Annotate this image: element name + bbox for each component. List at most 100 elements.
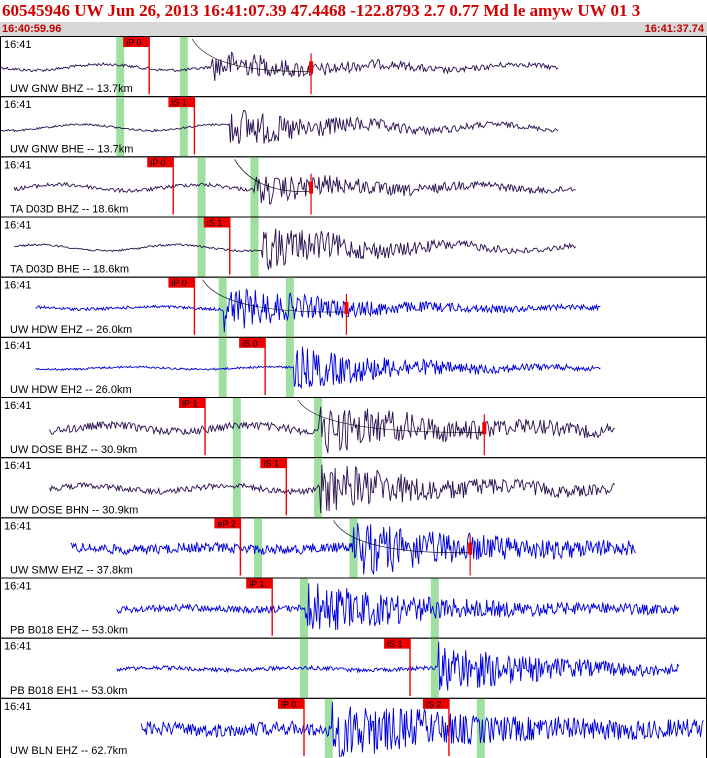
- phase-window-band: [179, 37, 188, 97]
- start-time: 16:40:59.96: [2, 23, 62, 35]
- station-label: UW GNW BHZ -- 13.7km: [10, 83, 133, 95]
- coda-curve: [297, 399, 485, 433]
- phase-pick-label: iP 0: [150, 158, 165, 168]
- coda-end-box: [344, 301, 349, 314]
- coda-curve: [202, 279, 347, 313]
- phase-window-band: [218, 337, 227, 397]
- waveform-trace: [35, 288, 601, 333]
- coda-curve: [234, 159, 312, 192]
- panel-time-label: 16:41: [4, 460, 32, 472]
- panel-time-label: 16:41: [4, 581, 32, 593]
- phase-pick-label-bg[interactable]: [168, 277, 195, 288]
- seismogram-panel[interactable]: iP 1 16:41 UW DOSE BHZ -- 30.9km: [0, 397, 707, 459]
- seismogram-panel[interactable]: iS 1 16:41 TA D03D BHE -- 18.6km: [0, 216, 707, 278]
- station-label: PB B018 EH1 -- 53.0km: [10, 685, 127, 697]
- waveform-trace: [0, 109, 559, 144]
- seismogram-panel[interactable]: iP 0 iS 2 16:41 UW BLN EHZ -- 62.7km: [0, 697, 707, 758]
- phase-window-band: [197, 157, 206, 217]
- phase-window-band: [476, 698, 485, 758]
- coda-end-box: [482, 422, 487, 435]
- time-range-bar: 16:40:59.96 16:41:37.74: [0, 22, 707, 36]
- phase-window-band: [314, 458, 323, 518]
- phase-pick-label-bg[interactable]: [179, 398, 206, 408]
- panel-time-label: 16:41: [4, 701, 32, 713]
- seismogram-panel[interactable]: iS 1 16:41 UW GNW BHE -- 13.7km: [0, 96, 707, 158]
- panel-time-label: 16:41: [4, 520, 32, 532]
- phase-pick-label-bg[interactable]: [246, 578, 273, 589]
- waveform-trace: [0, 51, 559, 81]
- seismogram-panel[interactable]: iP 0 16:41 UW HDW EHZ -- 26.0km: [0, 276, 707, 338]
- seismogram-panel[interactable]: iP 0 16:41 UW GNW BHZ -- 13.7km: [0, 36, 707, 98]
- phase-pick-label: iS 0: [242, 338, 258, 348]
- station-label: UW HDW EHZ -- 26.0km: [10, 324, 132, 336]
- phase-pick-label-bg[interactable]: [384, 638, 411, 649]
- phase-pick-label-bg[interactable]: [239, 337, 266, 348]
- station-label: UW DOSE BHZ -- 30.9km: [10, 444, 137, 456]
- phase-pick-label: iP 0: [171, 278, 186, 288]
- waveform-trace: [49, 464, 616, 514]
- waveform-trace: [116, 641, 680, 691]
- phase-window-band: [116, 97, 125, 157]
- phase-pick-label: iS 1: [171, 98, 187, 108]
- seismogram-panel[interactable]: iS 1 16:41 PB B018 EH1 -- 53.0km: [0, 637, 707, 699]
- phase-pick-label-bg[interactable]: [147, 157, 174, 168]
- panel-time-label: 16:41: [4, 280, 32, 292]
- phase-window-band: [349, 518, 358, 578]
- seismogram-panel[interactable]: iP 1 16:41 PB B018 EHZ -- 53.0km: [0, 577, 707, 639]
- phase-window-band: [218, 277, 227, 337]
- phase-pick-label: iP 0: [126, 38, 141, 48]
- phase-pick-label-bg[interactable]: [123, 37, 150, 47]
- coda-curve: [191, 38, 312, 72]
- station-label: UW HDW EH2 -- 26.0km: [10, 384, 132, 396]
- panel-time-label: 16:41: [4, 99, 32, 111]
- phase-window-band: [232, 458, 241, 518]
- waveform-trace: [35, 346, 601, 389]
- waveform-trace: [13, 228, 577, 270]
- waveform-trace: [140, 701, 704, 757]
- phase-pick-label: iS 1: [263, 459, 279, 469]
- waveform-trace: [70, 522, 637, 576]
- end-time: 16:41:37.74: [644, 23, 704, 35]
- station-label: UW SMW EHZ -- 37.8km: [10, 565, 133, 577]
- phase-pick-label-bg[interactable]: [422, 698, 449, 709]
- seismogram-panel[interactable]: iS 0 16:41 UW HDW EH2 -- 26.0km: [0, 336, 707, 399]
- station-label: UW BLN EHZ -- 62.7km: [10, 745, 127, 757]
- phase-window-band: [285, 277, 294, 337]
- phase-pick-label: iS 1: [387, 639, 403, 649]
- panel-time-label: 16:41: [4, 39, 32, 51]
- phase-pick-label: iP 1: [182, 399, 197, 409]
- panel-time-label: 16:41: [4, 340, 32, 352]
- phase-pick-label-bg[interactable]: [203, 217, 230, 228]
- event-title: 60545946 UW Jun 26, 2013 16:41:07.39 47.…: [2, 1, 641, 20]
- seismogram-panel[interactable]: iS 1 16:41 UW DOSE BHN -- 30.9km: [0, 457, 707, 519]
- phase-window-band: [430, 578, 439, 638]
- phase-pick-label-bg[interactable]: [260, 458, 287, 469]
- panel-time-label: 16:41: [4, 220, 32, 232]
- phase-pick-label: iP 0: [281, 699, 296, 709]
- panel-time-label: 16:41: [4, 159, 32, 171]
- waveform-trace: [116, 583, 680, 631]
- waveform-trace: [13, 175, 576, 205]
- coda-end-box: [309, 181, 314, 194]
- seismogram-panel[interactable]: eP 2 16:41 UW SMW EHZ -- 37.8km: [0, 517, 707, 579]
- coda-end-box: [309, 61, 314, 74]
- phase-window-band: [232, 398, 241, 458]
- phase-pick-label: iS 1: [207, 218, 223, 228]
- phase-pick-label-bg[interactable]: [214, 518, 241, 529]
- phase-window-band: [116, 37, 125, 97]
- phase-pick-label-bg[interactable]: [278, 698, 305, 709]
- station-label: UW DOSE BHN -- 30.9km: [10, 504, 138, 516]
- coda-curve: [333, 520, 471, 554]
- panel-time-label: 16:41: [4, 400, 32, 412]
- phase-pick-label-bg[interactable]: [168, 97, 195, 108]
- station-label: PB B018 EHZ -- 53.0km: [10, 625, 128, 637]
- phase-window-band: [250, 217, 259, 277]
- seismogram-panel[interactable]: iP 0 16:41 TA D03D BHZ -- 18.6km: [0, 156, 707, 218]
- station-label: TA D03D BHE -- 18.6km: [10, 264, 129, 276]
- waveform-trace: [49, 406, 615, 454]
- station-label: UW GNW BHE -- 13.7km: [10, 143, 133, 155]
- coda-end-box: [468, 542, 473, 555]
- station-label: TA D03D BHZ -- 18.6km: [10, 204, 128, 216]
- phase-pick-label: iP 1: [249, 579, 264, 589]
